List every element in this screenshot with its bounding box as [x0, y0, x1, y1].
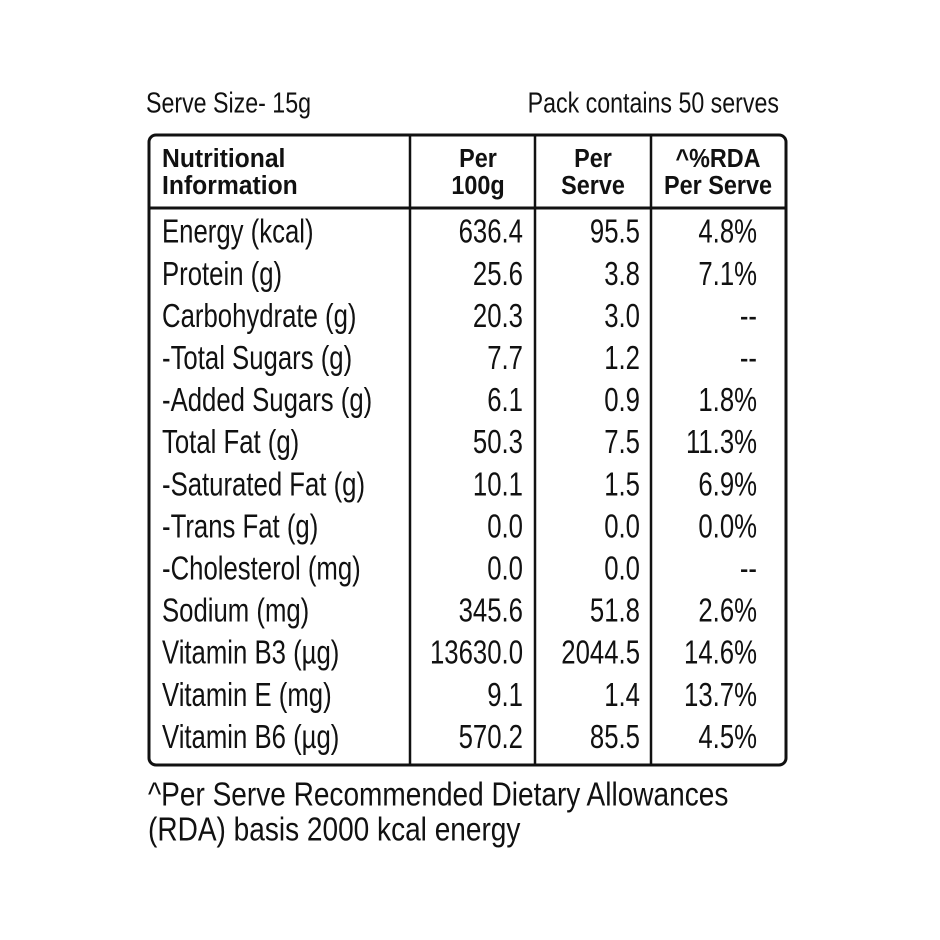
nutrient-value: 14.6% [684, 635, 757, 672]
table-border [147, 133, 788, 767]
column-header: Information [162, 171, 298, 200]
nutrient-value: 0.0 [604, 551, 640, 588]
nutrient-name: -Cholesterol (mg) [162, 551, 361, 588]
nutrient-name: Protein (g) [162, 256, 282, 293]
nutrient-value: 13.7% [684, 677, 757, 714]
nutrient-name: Sodium (mg) [162, 593, 309, 630]
nutrient-value: 1.8% [698, 382, 757, 419]
nutrient-value: 345.6 [459, 593, 523, 630]
nutrient-value: 7.5 [604, 424, 640, 461]
serve-size: Serve Size- 15g [146, 86, 311, 119]
nutrient-value: 50.3 [473, 424, 523, 461]
column-header: ^%RDA [675, 145, 760, 173]
nutrient-value: 4.8% [698, 214, 757, 251]
nutrient-value: 7.1% [698, 256, 757, 293]
nutrient-value: 7.7 [487, 340, 523, 377]
nutrient-value: 3.8 [604, 256, 640, 293]
nutrient-value: 0.0 [487, 508, 523, 545]
nutrient-value: 20.3 [473, 298, 523, 335]
nutrient-name: -Added Sugars (g) [162, 382, 372, 419]
nutrient-value: 1.4 [604, 677, 640, 714]
nutrient-value: 25.6 [473, 256, 523, 293]
nutrient-name: Carbohydrate (g) [162, 298, 356, 335]
nutrient-value: 10.1 [473, 466, 523, 503]
column-header: Nutritional [162, 144, 285, 173]
nutrient-value: -- [740, 340, 757, 377]
nutrient-value: 3.0 [604, 298, 640, 335]
column-header: 100g [451, 172, 504, 200]
nutrient-value: 85.5 [590, 719, 640, 756]
footnote: (RDA) basis 2000 kcal energy [148, 812, 521, 849]
nutrient-value: -- [740, 551, 757, 588]
nutrient-value: 2.6% [698, 593, 757, 630]
pack-info: Pack contains 50 serves [528, 86, 779, 119]
nutrient-value: 2044.5 [561, 635, 640, 672]
nutrient-name: Vitamin B3 (µg) [162, 635, 339, 672]
column-header: Serve [561, 172, 625, 200]
nutrient-value: -- [740, 298, 757, 335]
nutrient-value: 4.5% [698, 719, 757, 756]
nutrient-value: 6.9% [698, 466, 757, 503]
nutrient-value: 9.1 [487, 677, 523, 714]
nutrient-value: 6.1 [487, 382, 523, 419]
nutrient-value: 0.9 [604, 382, 640, 419]
nutrient-name: -Saturated Fat (g) [162, 466, 365, 503]
nutrient-value: 1.5 [604, 466, 640, 503]
nutrient-value: 11.3% [686, 424, 757, 461]
nutrient-name: -Total Sugars (g) [162, 340, 352, 377]
column-header: Per [574, 145, 612, 173]
column-header: Per Serve [664, 172, 772, 200]
nutrient-value: 1.2 [604, 340, 640, 377]
nutrient-value: 570.2 [459, 719, 523, 756]
nutrient-value: 0.0 [604, 508, 640, 545]
footnote: ^Per Serve Recommended Dietary Allowance… [148, 777, 728, 814]
nutrient-value: 13630.0 [430, 635, 523, 672]
nutrient-value: 0.0 [487, 551, 523, 588]
nutrient-value: 51.8 [590, 593, 640, 630]
nutrient-value: 636.4 [459, 214, 523, 251]
nutrient-name: -Trans Fat (g) [162, 508, 318, 545]
nutrient-name: Vitamin E (mg) [162, 677, 332, 714]
nutrient-value: 95.5 [590, 214, 640, 251]
nutrient-value: 0.0% [698, 508, 757, 545]
column-header: Per [459, 145, 497, 173]
nutrient-name: Total Fat (g) [162, 424, 299, 461]
nutrient-name: Energy (kcal) [162, 214, 314, 251]
nutrient-name: Vitamin B6 (µg) [162, 719, 339, 756]
